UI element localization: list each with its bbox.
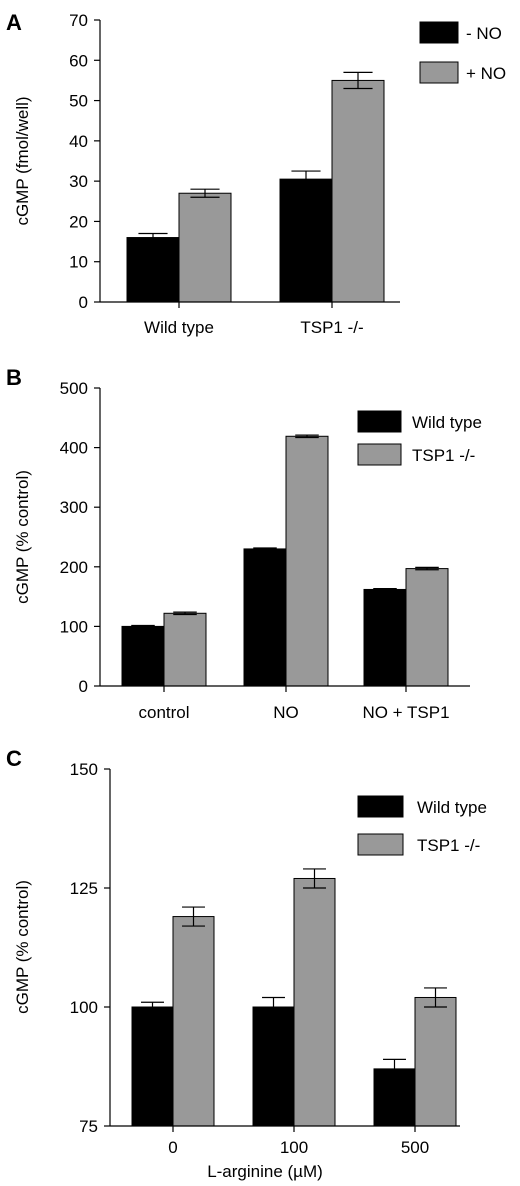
bar-series2: [293, 877, 336, 1127]
legend-swatch: [357, 410, 402, 433]
legend-label: TSP1 -/-: [412, 446, 475, 465]
legend-label: Wild type: [412, 413, 482, 432]
y-tick-label: 0: [79, 293, 88, 312]
panel-letter: C: [6, 746, 22, 771]
y-tick-label: 10: [69, 253, 88, 272]
bar-series2: [331, 79, 385, 303]
bar-series2: [178, 192, 232, 303]
y-tick-label: 200: [60, 558, 88, 577]
category-label: 0: [168, 1138, 177, 1157]
legend-swatch: [419, 21, 459, 44]
y-axis-title: cGMP (fmol/well): [13, 96, 32, 225]
legend-label: + NO: [466, 64, 506, 83]
category-label: NO + TSP1: [362, 703, 449, 722]
category-label: 500: [401, 1138, 429, 1157]
panel-b: B 0 100 200 300 400 500 control NO NO + TSP1 cGMP …: [6, 365, 482, 722]
bar-series2: [285, 435, 329, 687]
category-label: Wild type: [144, 318, 214, 337]
legend-swatch: [357, 443, 402, 466]
bar-series2: [414, 996, 457, 1127]
y-tick-label: 400: [60, 439, 88, 458]
y-tick-label: 50: [69, 92, 88, 111]
y-tick-label: 0: [79, 677, 88, 696]
y-tick-label: 100: [60, 617, 88, 636]
bar-series1: [243, 548, 287, 687]
legend-label: - NO: [466, 24, 502, 43]
y-axis-title: cGMP (% control): [13, 880, 32, 1014]
y-tick-label: 60: [69, 51, 88, 70]
y-tick-label: 500: [60, 379, 88, 398]
legend-label: Wild type: [417, 798, 487, 817]
bar-series1: [363, 588, 407, 687]
bar-series1: [121, 625, 165, 687]
legend-swatch: [419, 61, 459, 84]
bar-series1: [252, 1006, 295, 1127]
y-tick-label: 70: [69, 11, 88, 30]
y-tick-label: 100: [70, 998, 98, 1017]
bar-series2: [405, 568, 449, 687]
y-tick-label: 40: [69, 132, 88, 151]
panel-letter: A: [6, 10, 22, 35]
y-axis-title: cGMP (% control): [13, 470, 32, 604]
category-label: NO: [273, 703, 299, 722]
bar-series1: [131, 1006, 174, 1127]
panel-a: A 0 10 20 30 40 50 60 70 Wild type TSP1 -/- cGMP (f…: [6, 10, 506, 337]
category-label: TSP1 -/-: [300, 318, 363, 337]
bar-series1: [279, 178, 333, 303]
legend-swatch: [357, 795, 404, 818]
bar-series2: [163, 612, 207, 687]
bar-series1: [126, 237, 180, 303]
y-tick-label: 300: [60, 498, 88, 517]
panel-c: C 75 100 125 150 0 100 500 cGMP (% control) L-arg…: [6, 746, 487, 1181]
x-axis-title: L-arginine (µM): [207, 1162, 323, 1181]
y-tick-label: 125: [70, 879, 98, 898]
legend-swatch: [357, 833, 404, 856]
panel-letter: B: [6, 365, 22, 390]
y-tick-label: 30: [69, 172, 88, 191]
category-label: 100: [280, 1138, 308, 1157]
y-tick-label: 20: [69, 212, 88, 231]
y-tick-label: 150: [70, 760, 98, 779]
legend-label: TSP1 -/-: [417, 836, 480, 855]
bar-series2: [172, 916, 215, 1127]
category-label: control: [138, 703, 189, 722]
y-tick-label: 75: [79, 1117, 98, 1136]
